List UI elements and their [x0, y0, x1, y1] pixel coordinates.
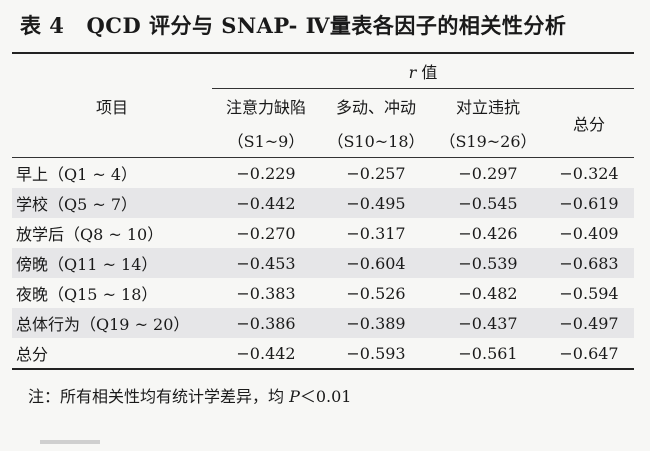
table-row: 总体行为（Q19 ~ 20） −0.386 −0.389 −0.437 −0.4… [12, 308, 634, 338]
note-suffix: ＜0.01 [299, 387, 352, 406]
p-symbol: P [289, 387, 300, 406]
table-row: 夜晚（Q15 ~ 18） −0.383 −0.526 −0.482 −0.594 [12, 278, 634, 308]
cell: −0.604 [320, 248, 432, 278]
row-label: 早上（Q1 ~ 4） [16, 165, 138, 184]
header-col-2-name: 多动、冲动 [335, 98, 416, 117]
cell: −0.426 [458, 223, 518, 243]
cell: −0.619 [544, 188, 634, 218]
correlation-table: 项目 r 值 注意力缺陷 多动、冲动 对立违抗 总分 （S1~9） （S10~1… [12, 52, 634, 370]
cell: −0.317 [346, 223, 406, 243]
header-col-1-name: 注意力缺陷 [225, 98, 306, 117]
table-number: 表 4 [20, 13, 65, 38]
table-row: 总分 −0.442 −0.593 −0.561 −0.647 [12, 338, 634, 370]
cell: −0.383 [236, 283, 296, 303]
row-label: 傍晚（Q11 ~ 14） [12, 248, 212, 278]
row-label: 学校（Q5 ~ 7） [12, 188, 212, 218]
cell: −0.482 [458, 283, 518, 303]
r-suffix: 值 [421, 63, 438, 82]
cell: −0.270 [236, 223, 296, 243]
table-row: 学校（Q5 ~ 7） −0.442 −0.495 −0.545 −0.619 [12, 188, 634, 218]
header-item: 项目 [12, 52, 212, 158]
header-col-2-range: （S10~18） [320, 123, 432, 158]
header-col-3-name: 对立违抗 [455, 98, 520, 117]
header-col-4-name: 总分 [544, 88, 634, 158]
cropped-text-fragment [40, 440, 100, 444]
cell: −0.495 [320, 188, 432, 218]
cell: −0.324 [559, 163, 619, 183]
table-row: 傍晚（Q11 ~ 14） −0.453 −0.604 −0.539 −0.683 [12, 248, 634, 278]
cell: −0.593 [320, 338, 432, 370]
cell: −0.297 [458, 163, 518, 183]
note-prefix: 注：所有相关性均有统计学差异，均 [28, 387, 290, 406]
row-label: 总体行为（Q19 ~ 20） [12, 308, 212, 338]
row-label: 总分 [12, 338, 212, 370]
header-col-3-range: （S19~26） [432, 123, 544, 158]
row-label: 夜晚（Q15 ~ 18） [16, 285, 158, 304]
cell: −0.539 [432, 248, 544, 278]
row-label: 放学后（Q8 ~ 10） [16, 225, 164, 244]
cell: −0.229 [236, 163, 296, 183]
table-footnote: 注：所有相关性均有统计学差异，均 P＜0.01 [28, 383, 352, 407]
header-col-1-range: （S1~9） [212, 123, 320, 158]
cell: −0.453 [212, 248, 320, 278]
table-title-text: QCD 评分与 SNAP- Ⅳ量表各因子的相关性分析 [86, 13, 567, 38]
table-title: 表 4 QCD 评分与 SNAP- Ⅳ量表各因子的相关性分析 [14, 10, 634, 40]
cell: −0.647 [544, 338, 634, 370]
cell: −0.437 [432, 308, 544, 338]
cell: −0.442 [212, 188, 320, 218]
cell: −0.561 [432, 338, 544, 370]
cell: −0.409 [559, 223, 619, 243]
cell: −0.594 [559, 283, 619, 303]
table-row: 早上（Q1 ~ 4） −0.229 −0.257 −0.297 −0.324 [12, 158, 634, 189]
header-r-value: r 值 [212, 52, 634, 89]
cell: −0.442 [212, 338, 320, 370]
cell: −0.545 [432, 188, 544, 218]
table-row: 放学后（Q8 ~ 10） −0.270 −0.317 −0.426 −0.409 [12, 218, 634, 248]
cell: −0.257 [346, 163, 406, 183]
cell: −0.386 [212, 308, 320, 338]
cell: −0.526 [346, 283, 406, 303]
r-symbol: r [408, 63, 417, 82]
cell: −0.683 [544, 248, 634, 278]
cell: −0.497 [544, 308, 634, 338]
cell: −0.389 [320, 308, 432, 338]
